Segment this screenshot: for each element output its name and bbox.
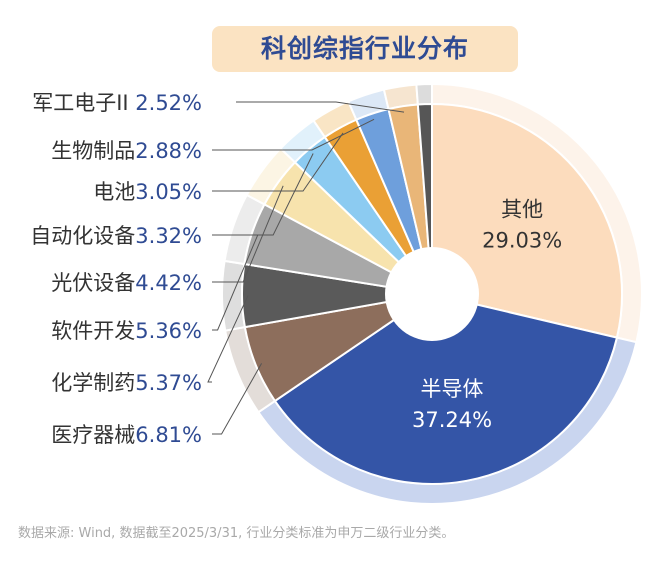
leader-layer [207,101,405,435]
label-name-1: 生物制品 [51,139,135,163]
leader-line-0 [236,101,405,113]
label-name-5: 软件开发 [51,319,135,343]
leader-line-4 [212,185,284,283]
label-name-4: 光伏设备 [51,271,135,295]
inside-label-value-1: 37.24% [412,408,492,432]
leader-line-6 [207,295,249,383]
label-name-7: 医疗器械 [51,423,135,447]
label-value-2: 3.05% [135,180,202,204]
label-3: 自动化设备3.32% [30,224,202,248]
label-name-3: 自动化设备 [30,224,135,248]
label-4: 光伏设备4.42% [51,271,202,295]
label-value-1: 2.88% [135,139,202,163]
chart-title-banner: 科创综指行业分布 [212,26,518,72]
label-name-6: 化学制药 [51,371,135,395]
leader-line-1 [212,118,375,151]
inside-label-name-1: 半导体 [421,377,484,401]
label-0: 军工电子II 2.52% [32,91,202,115]
label-7: 医疗器械6.81% [51,423,202,447]
leader-line-3 [212,153,314,236]
label-value-7: 6.81% [135,423,202,447]
label-1: 生物制品2.88% [51,139,202,163]
inside-label-value-0: 29.03% [482,229,562,253]
label-2: 电池3.05% [93,180,202,204]
leader-line-2 [212,132,344,192]
halo-10 [415,82,433,106]
inside-label-name-0: 其他 [501,198,543,222]
donut-hole [385,247,479,341]
label-value-4: 4.42% [135,271,202,295]
leader-line-5 [212,235,259,331]
slice-layer [241,102,623,485]
chart-title-background [212,26,518,72]
label-value-0: 2.52% [135,91,202,115]
label-6: 化学制药5.37% [51,371,202,395]
label-value-3: 3.32% [135,224,202,248]
label-name-0: 军工电子II [32,91,128,115]
label-value-5: 5.36% [135,319,202,343]
label-name-2: 电池 [93,180,135,204]
footnote: 数据来源: Wind, 数据截至2025/3/31, 行业分类标准为申万二级行业… [18,526,455,541]
label-value-6: 5.37% [135,371,202,395]
chart-title: 科创综指行业分布 [260,34,469,63]
leader-line-7 [212,363,263,435]
label-5: 软件开发5.36% [51,319,202,343]
